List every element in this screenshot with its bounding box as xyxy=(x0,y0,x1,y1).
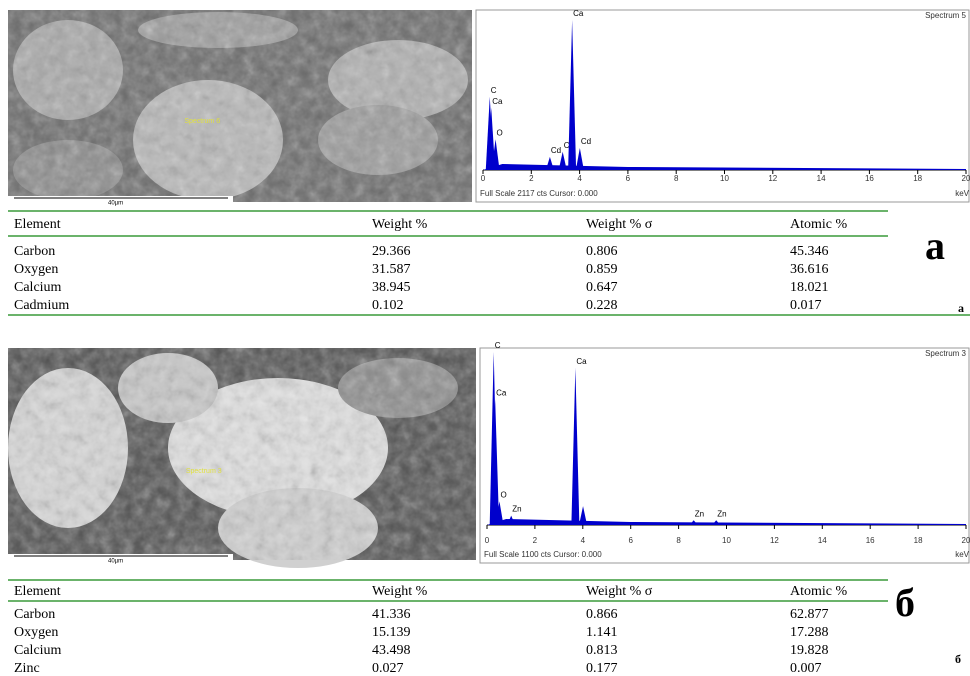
sem-label: Spectrum 3 xyxy=(186,468,222,475)
x-tick-label: 10 xyxy=(722,536,731,545)
table-cell: 31.587 xyxy=(372,262,411,277)
sem-texture xyxy=(8,348,476,560)
x-tick-label: 16 xyxy=(865,174,874,183)
x-unit: keV xyxy=(955,550,969,559)
table-cell: 17.288 xyxy=(790,625,829,640)
table-cell: 38.945 xyxy=(372,280,411,295)
table-header: Weight % xyxy=(372,217,428,232)
table-cell: 0.859 xyxy=(586,262,618,277)
spectrum-frame xyxy=(480,348,969,563)
figure: Spectrum 6 40µm Spectrum 5 0 2 4 6 8 10 12 14 16 18 2… xyxy=(0,0,970,676)
peak-label: C xyxy=(491,86,497,95)
peak-label: O xyxy=(500,491,506,500)
peak-label: Ca xyxy=(573,9,584,18)
scale-label: 40µm xyxy=(108,559,123,565)
table-cell: Oxygen xyxy=(14,625,58,640)
table-cell: 36.616 xyxy=(790,262,829,277)
table-header: Atomic % xyxy=(790,217,847,232)
spectrum-title: Spectrum 5 xyxy=(925,11,966,20)
scale-label: 40µm xyxy=(108,201,123,207)
x-tick-label: 0 xyxy=(485,536,490,545)
sem-label: Spectrum 6 xyxy=(184,118,220,125)
table-cell: 15.139 xyxy=(372,625,411,640)
table-cell: Carbon xyxy=(14,244,55,259)
table-header: Element xyxy=(14,584,61,599)
x-tick-label: 10 xyxy=(720,174,729,183)
table-cell: Carbon xyxy=(14,607,55,622)
table-cell: 1.141 xyxy=(586,625,618,640)
panel-letter-small: а xyxy=(958,301,964,315)
x-tick-label: 14 xyxy=(818,536,827,545)
panel-letter: а xyxy=(925,223,945,268)
x-tick-label: 18 xyxy=(914,536,923,545)
x-tick-label: 2 xyxy=(533,536,538,545)
table-cell: 18.021 xyxy=(790,280,829,295)
table-header: Element xyxy=(14,217,61,232)
sem-image: Spectrum 3 40µm xyxy=(8,348,476,568)
table-cell: 0.017 xyxy=(790,298,822,313)
x-tick-label: 20 xyxy=(962,536,970,545)
table-cell: Zinc xyxy=(14,661,40,676)
x-unit: keV xyxy=(955,189,969,198)
peak-label: Cd xyxy=(551,146,561,155)
spectrum-status: Full Scale 2117 cts Cursor: 0.000 xyxy=(480,189,598,198)
table-cell: 0.806 xyxy=(586,244,618,259)
x-tick-label: 8 xyxy=(676,536,681,545)
peak-label: O xyxy=(497,128,503,137)
table-header: Weight % σ xyxy=(586,584,653,599)
table-cell: 29.366 xyxy=(372,244,411,259)
table-cell: 0.102 xyxy=(372,298,404,313)
table-cell: 0.007 xyxy=(790,661,822,676)
x-tick-label: 6 xyxy=(626,174,631,183)
x-tick-label: 20 xyxy=(962,174,970,183)
peak-label: Ca xyxy=(492,97,503,106)
table-cell: Oxygen xyxy=(14,262,58,277)
peak-label: Ca xyxy=(576,357,587,366)
x-tick-label: 6 xyxy=(628,536,633,545)
panel-letter: б xyxy=(895,580,915,625)
x-tick-label: 18 xyxy=(913,174,922,183)
peak-label: Zn xyxy=(512,505,521,514)
x-tick-label: 12 xyxy=(770,536,779,545)
table-header: Weight % σ xyxy=(586,217,653,232)
table-cell: 0.177 xyxy=(586,661,618,676)
spectrum-title: Spectrum 3 xyxy=(925,349,966,358)
sem-texture xyxy=(8,10,472,202)
table-cell: 19.828 xyxy=(790,643,829,658)
x-tick-label: 4 xyxy=(577,174,582,183)
table-cell: 45.346 xyxy=(790,244,829,259)
table-cell: 0.813 xyxy=(586,643,618,658)
x-tick-label: 8 xyxy=(674,174,679,183)
table-cell: 0.027 xyxy=(372,661,404,676)
peak-label: Cd xyxy=(581,137,591,146)
table-cell: 41.336 xyxy=(372,607,411,622)
peak-label: Zn xyxy=(717,509,726,518)
peak-label: Ca xyxy=(496,388,507,397)
x-tick-label: 16 xyxy=(866,536,875,545)
table-cell: Cadmium xyxy=(14,298,69,313)
table-cell: 43.498 xyxy=(372,643,411,658)
table-cell: Calcium xyxy=(14,643,62,658)
table-cell: 62.877 xyxy=(790,607,829,622)
spectrum-status: Full Scale 1100 cts Cursor: 0.000 xyxy=(484,550,602,559)
x-tick-label: 4 xyxy=(581,536,586,545)
sem-image: Spectrum 6 40µm xyxy=(8,10,472,207)
panel-letter-small: б xyxy=(955,652,961,666)
table-cell: Calcium xyxy=(14,280,62,295)
peak-label: Zn xyxy=(695,509,704,518)
x-tick-label: 12 xyxy=(768,174,777,183)
x-tick-label: 14 xyxy=(817,174,826,183)
x-tick-label: 2 xyxy=(529,174,534,183)
table-cell: 0.228 xyxy=(586,298,618,313)
x-tick-label: 0 xyxy=(481,174,486,183)
table-header: Weight % xyxy=(372,584,428,599)
peak-label: C xyxy=(495,341,501,350)
table-header: Atomic % xyxy=(790,584,847,599)
table-cell: 0.647 xyxy=(586,280,618,295)
table-cell: 0.866 xyxy=(586,607,618,622)
